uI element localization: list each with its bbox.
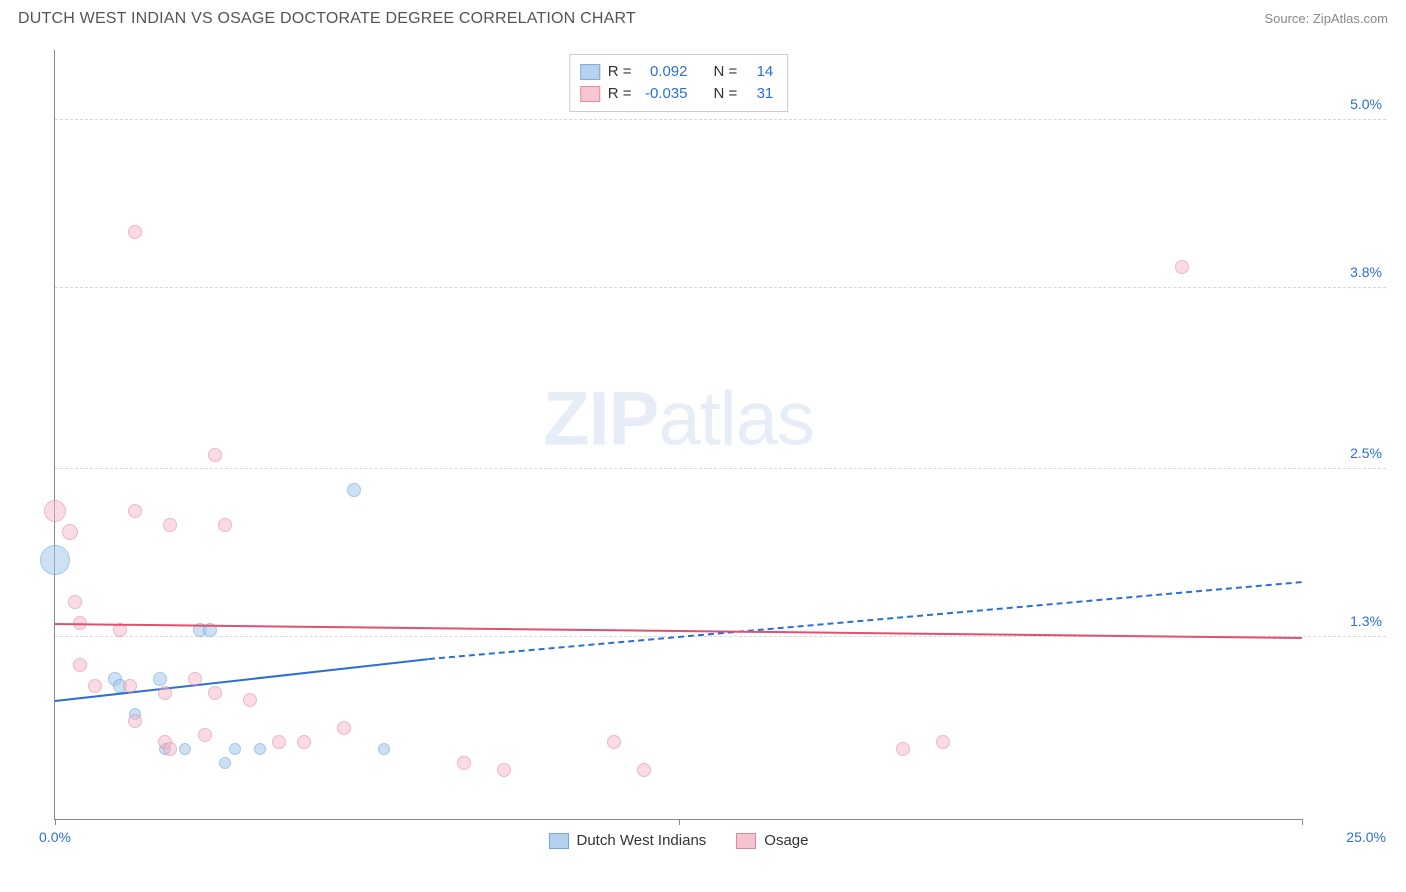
data-point [457, 756, 471, 770]
data-point [62, 524, 78, 540]
legend-swatch [549, 833, 569, 849]
data-point [123, 679, 137, 693]
data-point [378, 743, 390, 755]
data-point [219, 757, 231, 769]
legend-n-value: 14 [745, 61, 773, 83]
legend-r-value: 0.092 [640, 61, 688, 83]
legend-row: R = 0.092 N = 14 [580, 61, 774, 83]
data-point [229, 743, 241, 755]
data-point [68, 595, 82, 609]
data-point [128, 225, 142, 239]
data-point [88, 679, 102, 693]
data-point [40, 545, 70, 575]
y-tick-label: 3.8% [1312, 264, 1382, 280]
data-point [936, 735, 950, 749]
chart-title: DUTCH WEST INDIAN VS OSAGE DOCTORATE DEG… [18, 10, 636, 28]
watermark-bold: ZIP [543, 377, 658, 462]
data-point [896, 742, 910, 756]
legend-n-label: N = [714, 83, 738, 105]
x-tick [679, 819, 680, 825]
legend-r-label: R = [608, 61, 632, 83]
watermark: ZIPatlas [543, 376, 814, 463]
gridline [55, 468, 1386, 469]
series-legend: Dutch West Indians Osage [55, 832, 1302, 849]
y-tick-label: 2.5% [1312, 445, 1382, 461]
source-attribution: Source: ZipAtlas.com [1264, 11, 1388, 26]
data-point [218, 518, 232, 532]
series-legend-item: Osage [736, 832, 808, 849]
gridline [55, 119, 1386, 120]
y-tick-label: 5.0% [1312, 96, 1382, 112]
data-point [128, 714, 142, 728]
x-end-label: 25.0% [1346, 829, 1386, 845]
legend-row: R = -0.035 N = 31 [580, 83, 774, 105]
gridline [55, 287, 1386, 288]
data-point [254, 743, 266, 755]
data-point [297, 735, 311, 749]
data-point [128, 504, 142, 518]
data-point [497, 763, 511, 777]
data-point [347, 483, 361, 497]
legend-n-label: N = [714, 61, 738, 83]
legend-swatch [580, 64, 600, 80]
data-point [1175, 260, 1189, 274]
data-point [163, 518, 177, 532]
data-point [188, 672, 202, 686]
data-point [272, 735, 286, 749]
legend-swatch [736, 833, 756, 849]
data-point [44, 500, 66, 522]
x-start-label: 0.0% [39, 829, 71, 845]
chart-container: Doctorate Degree ZIPatlas R =0.092N =14R… [18, 40, 1388, 856]
y-tick-label: 1.3% [1312, 613, 1382, 629]
data-point [153, 672, 167, 686]
plot-area: ZIPatlas R =0.092N =14R =-0.035N =31 Dut… [54, 50, 1302, 820]
watermark-light: atlas [658, 377, 814, 462]
legend-n-value: 31 [745, 83, 773, 105]
x-tick [1302, 819, 1303, 825]
correlation-legend: R = 0.092 N = 14 R = -0.035 N = 31 [569, 54, 789, 112]
data-point [208, 686, 222, 700]
series-legend-item: Dutch West Indians [549, 832, 707, 849]
legend-swatch [580, 86, 600, 102]
data-point [607, 735, 621, 749]
data-point [637, 763, 651, 777]
data-point [337, 721, 351, 735]
trend-line-dashed [429, 581, 1302, 660]
data-point [198, 728, 212, 742]
legend-r-label: R = [608, 83, 632, 105]
data-point [208, 448, 222, 462]
data-point [73, 658, 87, 672]
series-label: Osage [764, 832, 808, 849]
data-point [163, 742, 177, 756]
legend-r-value: -0.035 [640, 83, 688, 105]
x-tick [55, 819, 56, 825]
data-point [179, 743, 191, 755]
data-point [158, 686, 172, 700]
data-point [243, 693, 257, 707]
series-label: Dutch West Indians [577, 832, 707, 849]
